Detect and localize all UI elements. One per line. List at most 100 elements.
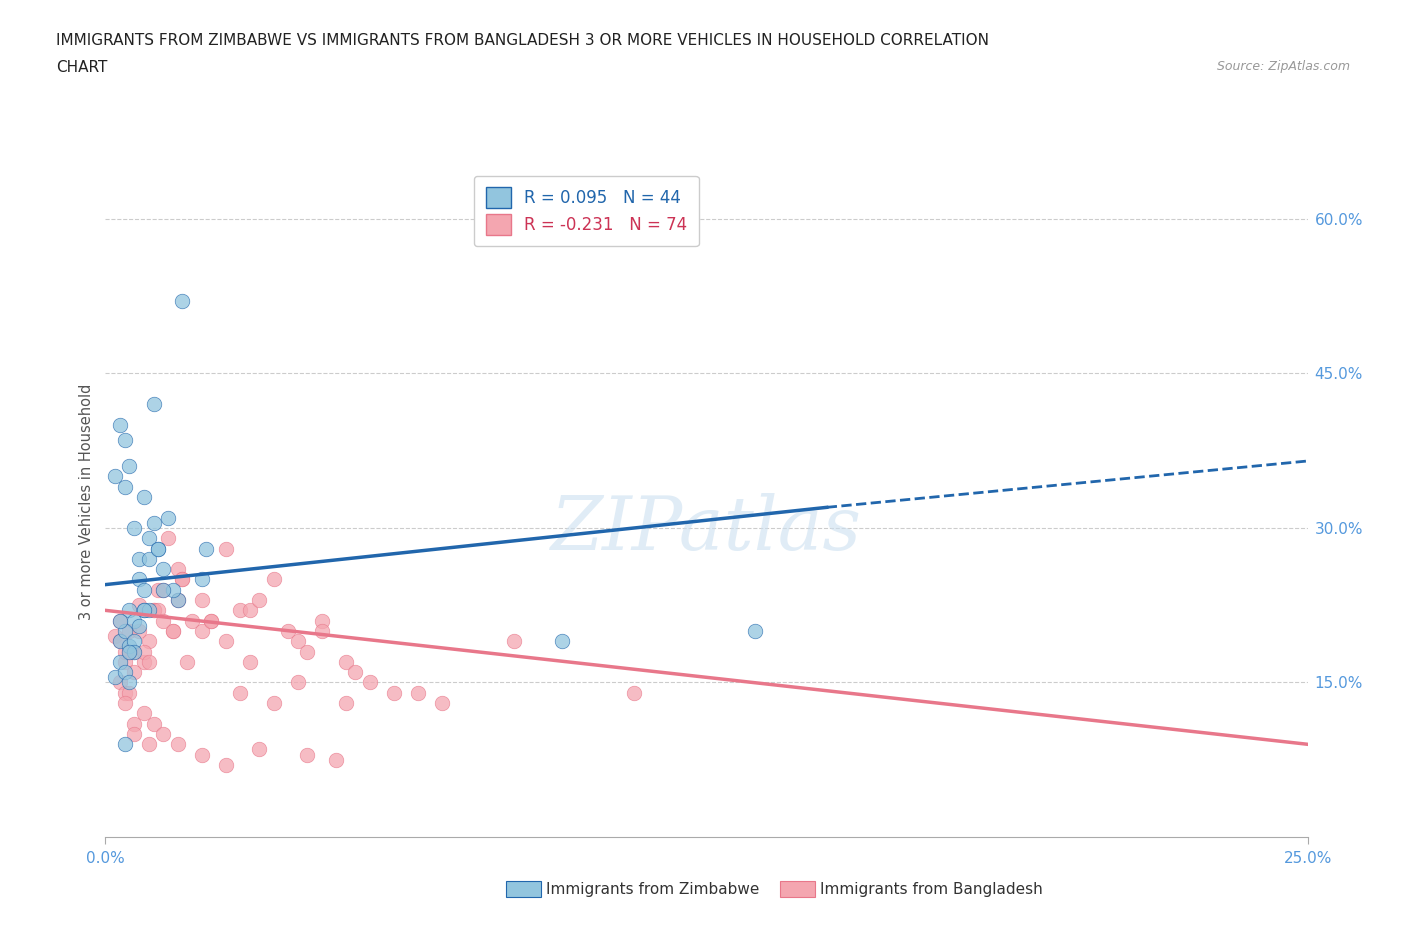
Point [108, 634, 131, 649]
Point [138, 551, 160, 566]
Point [311, 623, 333, 638]
Point [359, 675, 381, 690]
Point [114, 685, 136, 700]
Point [247, 592, 270, 607]
Point [108, 675, 131, 690]
Text: Immigrants from Zimbabwe: Immigrants from Zimbabwe [546, 882, 759, 897]
Point [148, 603, 170, 618]
Point [503, 634, 526, 649]
Point [190, 623, 212, 638]
Point [263, 572, 285, 587]
Point [166, 562, 188, 577]
Point [108, 613, 131, 628]
Point [406, 685, 429, 700]
Point [172, 294, 194, 309]
Text: Source: ZipAtlas.com: Source: ZipAtlas.com [1216, 60, 1350, 73]
Point [124, 726, 146, 741]
Point [152, 582, 174, 597]
Point [176, 655, 198, 670]
Legend: R = 0.095   N = 44, R = -0.231   N = 74: R = 0.095 N = 44, R = -0.231 N = 74 [474, 176, 699, 246]
Point [214, 541, 236, 556]
Point [162, 623, 184, 638]
Point [162, 582, 184, 597]
Point [114, 737, 136, 751]
Point [152, 613, 174, 628]
Point [128, 623, 150, 638]
Point [138, 655, 160, 670]
Point [118, 675, 141, 690]
Point [148, 541, 170, 556]
Point [132, 644, 155, 659]
Point [287, 675, 309, 690]
Point [623, 685, 645, 700]
Point [124, 644, 146, 659]
Point [214, 757, 236, 772]
Point [138, 737, 160, 751]
Point [118, 623, 141, 638]
Point [118, 639, 141, 654]
Point [148, 582, 170, 597]
Point [124, 644, 146, 659]
Point [108, 634, 131, 649]
Point [152, 562, 174, 577]
Text: CHART: CHART [56, 60, 108, 75]
Point [142, 716, 165, 731]
Point [132, 603, 155, 618]
Point [104, 670, 127, 684]
Point [128, 551, 150, 566]
Point [132, 655, 155, 670]
Point [287, 634, 309, 649]
Point [152, 726, 174, 741]
Point [152, 582, 174, 597]
Point [114, 479, 136, 494]
Text: ZIPatlas: ZIPatlas [551, 493, 862, 565]
Point [124, 665, 146, 680]
Point [297, 747, 319, 762]
Point [247, 742, 270, 757]
Point [166, 737, 188, 751]
Point [118, 458, 141, 473]
Point [142, 603, 165, 618]
Point [124, 634, 146, 649]
Point [263, 696, 285, 711]
Text: Immigrants from Bangladesh: Immigrants from Bangladesh [820, 882, 1042, 897]
Point [335, 696, 357, 711]
Point [118, 685, 141, 700]
Point [108, 418, 131, 432]
Point [172, 572, 194, 587]
Point [138, 531, 160, 546]
Point [190, 747, 212, 762]
Point [325, 752, 347, 767]
Point [190, 592, 212, 607]
Point [239, 655, 262, 670]
Point [142, 397, 165, 412]
Point [128, 572, 150, 587]
Point [229, 685, 252, 700]
Point [124, 521, 146, 536]
Point [124, 716, 146, 731]
Point [277, 623, 299, 638]
Point [132, 582, 155, 597]
Point [114, 655, 136, 670]
Point [118, 644, 141, 659]
Point [128, 618, 150, 633]
Point [166, 592, 188, 607]
Point [200, 613, 222, 628]
Point [229, 603, 252, 618]
Point [156, 531, 179, 546]
Point [239, 603, 262, 618]
Point [181, 613, 204, 628]
Point [382, 685, 405, 700]
Point [114, 433, 136, 448]
Point [114, 623, 136, 638]
Point [551, 634, 574, 649]
Point [142, 603, 165, 618]
Point [124, 613, 146, 628]
Point [195, 541, 218, 556]
Point [128, 598, 150, 613]
Point [162, 623, 184, 638]
Point [311, 613, 333, 628]
Point [166, 592, 188, 607]
Point [214, 634, 236, 649]
Y-axis label: 3 or more Vehicles in Household: 3 or more Vehicles in Household [79, 384, 94, 620]
